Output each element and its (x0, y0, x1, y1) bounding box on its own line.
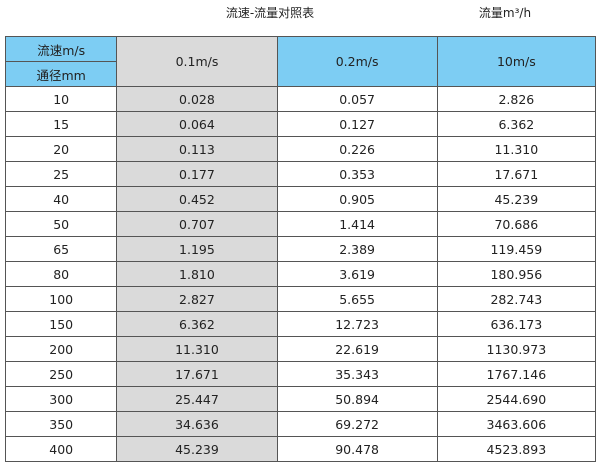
diameter-cell: 15 (4, 111, 118, 137)
flow-cell: 4523.893 (436, 436, 597, 462)
table-row: 10 0.028 0.057 2.826 (4, 86, 597, 112)
flow-cell: 2.389 (276, 236, 438, 262)
table-row: 20 0.113 0.226 11.310 (4, 136, 597, 162)
diameter-cell: 10 (4, 86, 118, 112)
flow-cell: 282.743 (436, 286, 597, 312)
table-row: 80 1.810 3.619 180.956 (4, 261, 597, 287)
flow-cell: 1.195 (116, 236, 278, 262)
flow-cell: 1130.973 (436, 336, 597, 362)
table-row: 15 0.064 0.127 6.362 (4, 111, 597, 137)
diameter-cell: 25 (4, 161, 118, 187)
flow-cell: 45.239 (436, 186, 597, 212)
flow-cell: 0.452 (116, 186, 278, 212)
flow-cell: 34.636 (116, 411, 278, 437)
flow-cell: 25.447 (116, 386, 278, 412)
column-header: 0.2m/s (276, 36, 438, 87)
flow-cell: 12.723 (276, 311, 438, 337)
table-row: 25 0.177 0.353 17.671 (4, 161, 597, 187)
diameter-cell: 80 (4, 261, 118, 287)
diameter-cell: 40 (4, 186, 118, 212)
flow-cell: 0.353 (276, 161, 438, 187)
flow-cell: 2544.690 (436, 386, 597, 412)
flow-cell: 11.310 (436, 136, 597, 162)
diameter-cell: 100 (4, 286, 118, 312)
flow-cell: 1.810 (116, 261, 278, 287)
column-header: 0.1m/s (116, 36, 278, 87)
diameter-cell: 250 (4, 361, 118, 387)
table-row: 300 25.447 50.894 2544.690 (4, 386, 597, 412)
unit-label: 流量m³/h (478, 6, 532, 20)
flow-cell: 0.064 (116, 111, 278, 137)
flow-cell: 1767.146 (436, 361, 597, 387)
flow-cell: 2.826 (436, 86, 597, 112)
flow-cell: 11.310 (116, 336, 278, 362)
flow-cell: 45.239 (116, 436, 278, 462)
table-row: 200 11.310 22.619 1130.973 (4, 336, 597, 362)
diameter-cell: 400 (4, 436, 118, 462)
diameter-cell: 65 (4, 236, 118, 262)
flow-cell: 70.686 (436, 211, 597, 237)
flow-cell: 35.343 (276, 361, 438, 387)
flow-cell: 3463.606 (436, 411, 597, 437)
flow-cell: 119.459 (436, 236, 597, 262)
column-header: 10m/s (436, 36, 597, 87)
flow-cell: 0.028 (116, 86, 278, 112)
diameter-cell: 200 (4, 336, 118, 362)
flow-cell: 6.362 (116, 311, 278, 337)
diameter-header: 通径mm (4, 61, 118, 87)
flow-table: 流速m/s 0.1m/s 0.2m/s 10m/s 通径mm 10 0.028 0.… (4, 36, 597, 462)
velocity-header: 流速m/s (4, 36, 118, 62)
flow-cell: 6.362 (436, 111, 597, 137)
table-row: 100 2.827 5.655 282.743 (4, 286, 597, 312)
flow-cell: 180.956 (436, 261, 597, 287)
flow-cell: 3.619 (276, 261, 438, 287)
table-row: 150 6.362 12.723 636.173 (4, 311, 597, 337)
table-row: 40 0.452 0.905 45.239 (4, 186, 597, 212)
flow-cell: 0.057 (276, 86, 438, 112)
flow-cell: 0.127 (276, 111, 438, 137)
diameter-cell: 300 (4, 386, 118, 412)
table-row: 400 45.239 90.478 4523.893 (4, 436, 597, 462)
flow-cell: 0.113 (116, 136, 278, 162)
flow-cell: 0.226 (276, 136, 438, 162)
table-row: 50 0.707 1.414 70.686 (4, 211, 597, 237)
flow-cell: 0.707 (116, 211, 278, 237)
table-title: 流速-流量对照表 (225, 6, 315, 20)
flow-cell: 0.177 (116, 161, 278, 187)
diameter-cell: 50 (4, 211, 118, 237)
flow-cell: 50.894 (276, 386, 438, 412)
diameter-cell: 350 (4, 411, 118, 437)
flow-cell: 90.478 (276, 436, 438, 462)
table-row: 350 34.636 69.272 3463.606 (4, 411, 597, 437)
flow-cell: 636.173 (436, 311, 597, 337)
diameter-cell: 20 (4, 136, 118, 162)
flow-cell: 5.655 (276, 286, 438, 312)
flow-cell: 17.671 (436, 161, 597, 187)
table-row: 65 1.195 2.389 119.459 (4, 236, 597, 262)
diameter-cell: 150 (4, 311, 118, 337)
flow-cell: 22.619 (276, 336, 438, 362)
flow-cell: 17.671 (116, 361, 278, 387)
table-row: 250 17.671 35.343 1767.146 (4, 361, 597, 387)
flow-cell: 0.905 (276, 186, 438, 212)
flow-cell: 69.272 (276, 411, 438, 437)
flow-cell: 1.414 (276, 211, 438, 237)
flow-cell: 2.827 (116, 286, 278, 312)
